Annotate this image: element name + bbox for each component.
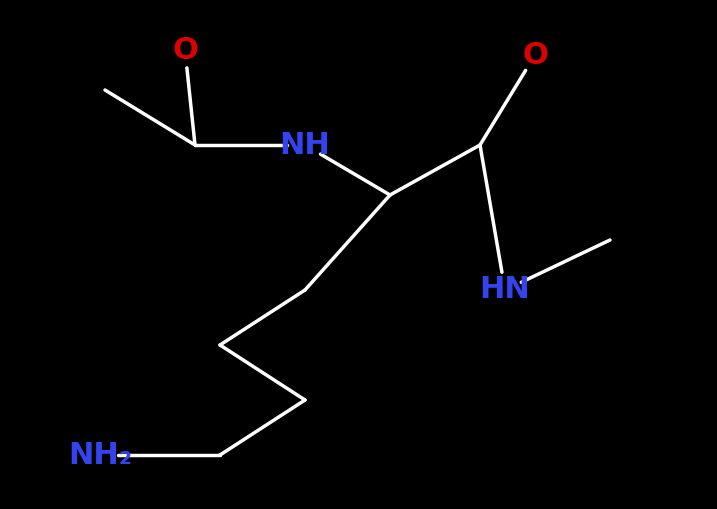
Text: O: O [172,36,198,65]
Text: NH: NH [280,130,331,159]
Text: HN: HN [480,275,531,304]
Text: O: O [522,41,548,70]
Text: NH₂: NH₂ [68,440,132,469]
